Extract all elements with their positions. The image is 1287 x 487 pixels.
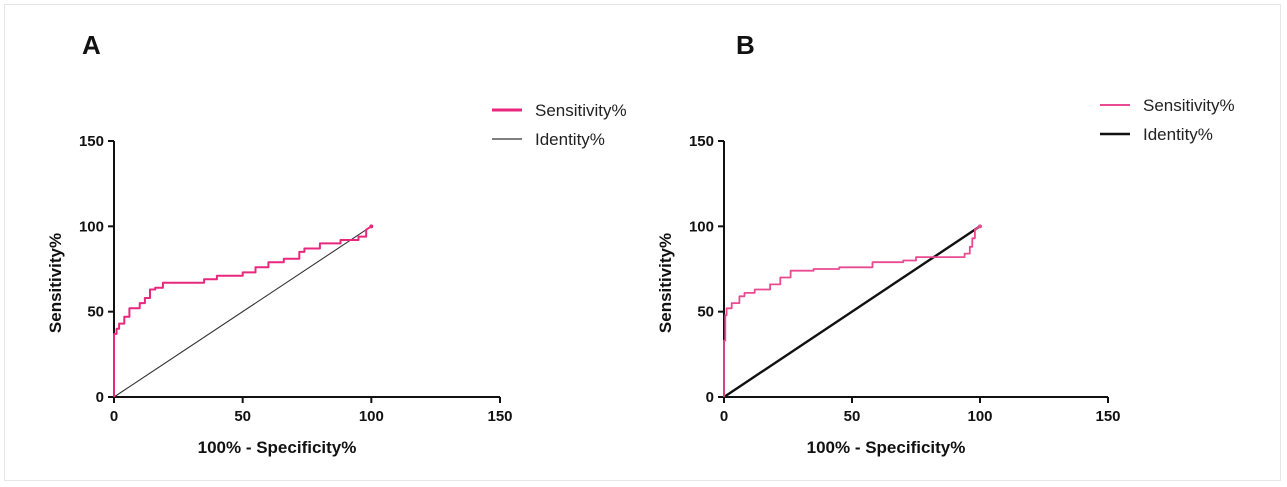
panel-a: A 0 50 100 150 0 50 100 150 100% - Specificity% Se… <box>46 30 627 457</box>
y-tick-label: 150 <box>689 133 714 150</box>
y-axis-label: Sensitivity% <box>46 233 65 333</box>
y-tick-label: 100 <box>79 218 104 235</box>
series-point-sensitivity <box>369 224 374 229</box>
legend: Sensitivity% Identity% <box>492 101 627 149</box>
x-tick-label: 100 <box>359 408 384 425</box>
x-tick-label: 0 <box>720 408 728 425</box>
x-axis-label: 100% - Specificity% <box>807 438 966 457</box>
panel-b: B 0 50 100 150 0 50 100 150 100% - Specificity% Se… <box>656 30 1235 457</box>
series-line-identity <box>113 225 372 398</box>
x-tick-label: 150 <box>487 408 512 425</box>
y-tick-label: 100 <box>689 218 714 235</box>
y-tick-label: 50 <box>697 304 714 321</box>
legend-label-identity: Identity% <box>1143 125 1213 144</box>
series-point-sensitivity <box>978 224 982 229</box>
y-tick-label: 150 <box>79 133 104 150</box>
y-axis-label: Sensitivity% <box>656 233 675 333</box>
series-line-identity <box>723 225 981 398</box>
x-tick-label: 50 <box>234 408 251 425</box>
panel-label-a: A <box>82 30 101 60</box>
panel-label-b: B <box>736 30 755 60</box>
series-line-sensitivity <box>723 225 981 397</box>
y-tick-label: 0 <box>96 389 104 406</box>
legend-label-identity: Identity% <box>535 130 605 149</box>
x-tick-label: 100 <box>967 408 992 425</box>
x-tick-label: 50 <box>844 408 861 425</box>
legend-label-sensitivity: Sensitivity% <box>535 101 627 120</box>
series-line-sensitivity <box>113 225 372 397</box>
x-axis-label: 100% - Specificity% <box>198 438 357 457</box>
y-tick-label: 0 <box>706 389 714 406</box>
y-tick-label: 50 <box>87 304 104 321</box>
legend-label-sensitivity: Sensitivity% <box>1143 96 1235 115</box>
x-tick-label: 150 <box>1095 408 1120 425</box>
figure-frame <box>4 4 1281 481</box>
legend: Sensitivity% Identity% <box>1100 96 1235 144</box>
x-tick-label: 0 <box>110 408 118 425</box>
